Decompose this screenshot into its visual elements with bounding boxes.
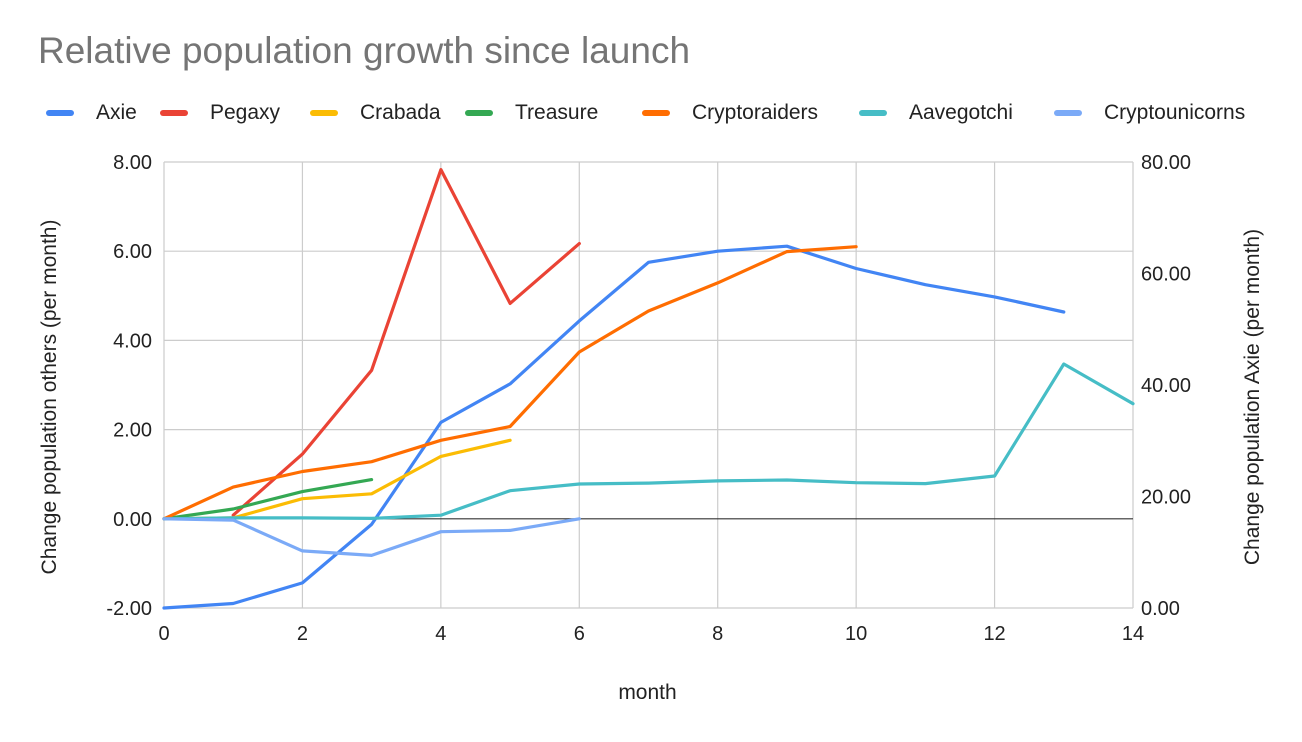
x-tick-label: 10	[845, 623, 867, 645]
series-line-cryptounicorns	[162, 517, 581, 558]
x-tick-label: 12	[983, 623, 1005, 645]
series-line-aavegotchi	[162, 362, 1135, 521]
legend-item-cryptoraiders: Cryptoraiders	[642, 99, 818, 127]
x-tick-label: 4	[435, 623, 446, 645]
y-right-tick-label: 20.00	[1141, 487, 1191, 509]
legend-item-pegaxy: Pegaxy	[160, 99, 280, 127]
y-right-tick-label: 40.00	[1141, 375, 1191, 397]
legend-swatch	[46, 110, 74, 116]
y-left-axis-title: Change population others (per month)	[38, 220, 61, 575]
legend-item-cryptounicorns: Cryptounicorns	[1054, 99, 1245, 127]
y-left-tick-label: 0.00	[113, 509, 152, 531]
x-tick-label: 6	[574, 623, 585, 645]
legend-label: Treasure	[515, 101, 599, 124]
series-line-pegaxy	[231, 168, 581, 517]
y-right-tick-label: 0.00	[1141, 598, 1180, 620]
legend-swatch	[465, 110, 493, 116]
x-tick-label: 0	[158, 623, 169, 645]
chart-title: Relative population growth since launch	[38, 30, 691, 71]
y-left-tick-label: 8.00	[113, 152, 152, 174]
legend-label: Crabada	[360, 101, 441, 124]
series-line-crabada	[162, 438, 512, 521]
y-left-tick-label: 4.00	[113, 330, 152, 352]
legend-swatch	[642, 110, 670, 116]
legend-swatch	[859, 110, 887, 116]
series-line-axie	[162, 244, 1066, 610]
legend-swatch	[310, 110, 338, 116]
series-line-treasure	[162, 478, 374, 521]
legend-label: Aavegotchi	[909, 101, 1013, 124]
y-right-axis-title: Change population Axie (per month)	[1241, 229, 1264, 565]
legend-item-aavegotchi: Aavegotchi	[859, 99, 1013, 127]
y-right-tick-label: 60.00	[1141, 264, 1191, 286]
y-right-tick-label: 80.00	[1141, 152, 1191, 174]
x-tick-label: 8	[712, 623, 723, 645]
legend-label: Pegaxy	[210, 101, 281, 124]
series-line-cryptoraiders	[162, 245, 858, 521]
legend-label: Cryptoraiders	[692, 101, 819, 124]
x-axis-title: month	[618, 681, 676, 704]
legend-label: Axie	[96, 101, 137, 124]
legend-item-axie: Axie	[46, 99, 137, 127]
y-left-tick-label: 2.00	[113, 420, 152, 442]
legend-item-crabada: Crabada	[310, 99, 441, 127]
y-left-tick-label: 6.00	[113, 241, 152, 263]
legend-item-treasure: Treasure	[465, 99, 598, 127]
x-tick-label: 2	[297, 623, 308, 645]
legend-swatch	[1054, 110, 1082, 116]
y-left-tick-label: -2.00	[106, 598, 152, 620]
legend-label: Cryptounicorns	[1104, 101, 1246, 124]
x-tick-label: 14	[1122, 623, 1144, 645]
legend-swatch	[160, 110, 188, 116]
